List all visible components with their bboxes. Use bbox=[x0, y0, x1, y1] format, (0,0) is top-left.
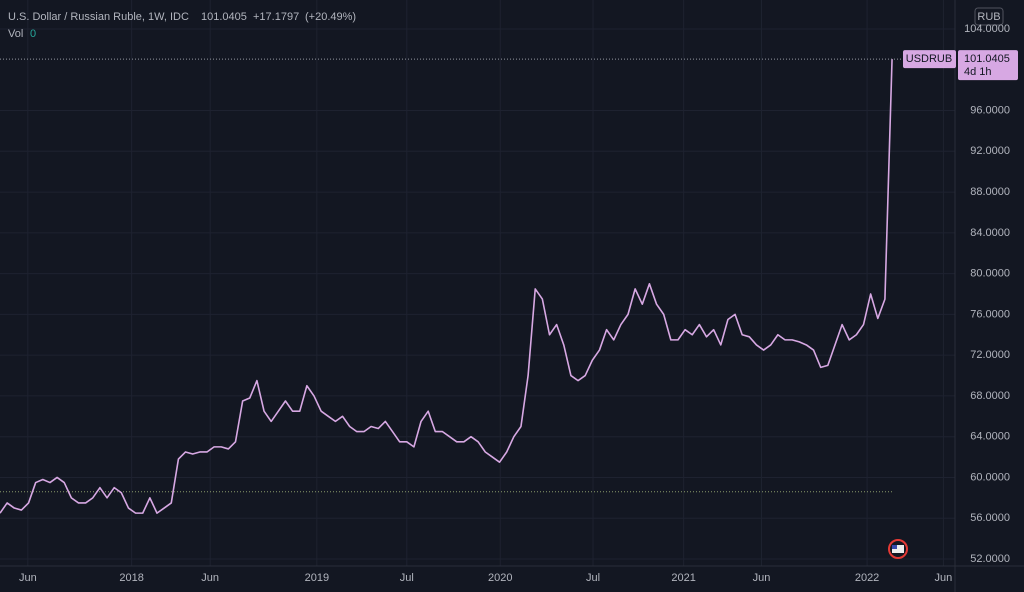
x-tick-label: Jun bbox=[19, 572, 37, 584]
price-tag-countdown: 4d 1h bbox=[964, 66, 992, 78]
grid bbox=[0, 0, 955, 566]
y-tick-label: 60.0000 bbox=[970, 471, 1010, 483]
plot bbox=[0, 58, 955, 514]
y-tick-label: 92.0000 bbox=[970, 145, 1010, 157]
x-tick-label: 2018 bbox=[119, 572, 143, 584]
y-tick-label: 68.0000 bbox=[970, 390, 1010, 402]
x-tick-label: 2022 bbox=[855, 572, 879, 584]
y-tick-label: 72.0000 bbox=[970, 349, 1010, 361]
symbol-tag-label: USDRUB bbox=[906, 53, 952, 65]
price-change-pct: (+20.49%) bbox=[305, 11, 356, 23]
currency-box[interactable] bbox=[974, 7, 1004, 26]
x-tick-label: Jul bbox=[586, 572, 600, 584]
price-tag bbox=[958, 50, 1018, 81]
x-tick-label: 2020 bbox=[488, 572, 512, 584]
y-tick-label: 104.0000 bbox=[964, 23, 1010, 35]
x-tick-label: Jun bbox=[935, 572, 953, 584]
vol-label: Vol bbox=[8, 28, 23, 40]
last-price: 101.0405 bbox=[201, 11, 247, 23]
y-tick-label: 84.0000 bbox=[970, 227, 1010, 239]
y-tick-label: 88.0000 bbox=[970, 186, 1010, 198]
y-tick-label: 64.0000 bbox=[970, 431, 1010, 443]
vol-value: 0 bbox=[30, 28, 36, 40]
y-tick-label: 76.0000 bbox=[970, 308, 1010, 320]
price-tag-value: 101.0405 bbox=[964, 53, 1010, 65]
currency-label[interactable]: RUB bbox=[977, 11, 1000, 23]
symbol-tag bbox=[903, 50, 956, 69]
y-tick-label: 56.0000 bbox=[970, 512, 1010, 524]
x-tick-label: Jul bbox=[400, 572, 414, 584]
price-line bbox=[0, 59, 893, 514]
x-tick-label: 2019 bbox=[305, 572, 329, 584]
y-tick-label: 96.0000 bbox=[970, 104, 1010, 116]
x-tick-label: Jun bbox=[201, 572, 219, 584]
x-tick-label: Jun bbox=[753, 572, 771, 584]
y-tick-label: 52.0000 bbox=[970, 553, 1010, 565]
price-change: +17.1797 bbox=[253, 11, 299, 23]
flag-icon bbox=[888, 539, 908, 559]
x-tick-label: 2021 bbox=[671, 572, 695, 584]
symbol-title: U.S. Dollar / Russian Ruble, 1W, IDC bbox=[8, 11, 189, 23]
y-tick-label: 80.0000 bbox=[970, 268, 1010, 280]
